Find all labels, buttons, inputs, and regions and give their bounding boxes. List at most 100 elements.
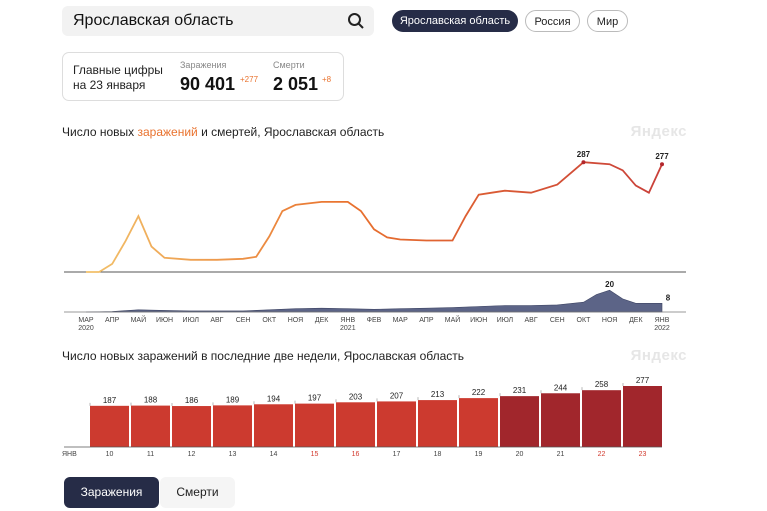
bar <box>172 406 211 447</box>
deaths-area <box>85 289 663 313</box>
brand-watermark: Яндекс <box>630 123 687 140</box>
bar-category-label: 17 <box>393 451 401 458</box>
month-tick-label: ЯНВ <box>655 317 670 324</box>
line-title-highlight: заражений <box>137 125 198 139</box>
month-tick-label: ИЮЛ <box>183 317 200 324</box>
bar <box>90 405 129 447</box>
line-chart-title: Число новых заражений и смертей, Ярослав… <box>62 125 384 139</box>
year-tick-label: 2021 <box>340 325 356 332</box>
month-tick-label: СЕН <box>550 317 565 324</box>
bar-category-label: 13 <box>229 451 237 458</box>
bar <box>459 398 498 447</box>
bar <box>623 386 662 447</box>
month-tick-label: ДЕК <box>315 317 329 324</box>
cases-peak-dot <box>660 162 664 167</box>
bar-category-label: 19 <box>475 451 483 458</box>
bar-value-label: 186 <box>185 396 199 405</box>
search-box[interactable]: Ярославская область <box>62 6 374 36</box>
bar <box>254 404 293 447</box>
bar-value-label: 213 <box>431 390 445 399</box>
month-tick-label: ОКТ <box>577 317 592 324</box>
bar <box>500 396 539 447</box>
bar-category-label: 18 <box>434 451 442 458</box>
bar-category-label: 11 <box>147 451 154 458</box>
bar <box>418 400 457 447</box>
brand-watermark-2: Яндекс <box>630 347 687 364</box>
bar-value-label: 187 <box>103 396 117 405</box>
bar <box>582 390 621 447</box>
charts-svg: 287 277 20 8 МАР АПР МАЙ ИЮН ИЮЛ АВГ СЕН ОКТ НОЯ ДЕК Я… <box>62 150 686 458</box>
month-tick-label: НОЯ <box>602 317 617 324</box>
month-tick-label: АВГ <box>210 317 223 324</box>
bar-category-label: 12 <box>188 451 196 458</box>
month-tick-label: МАЙ <box>445 315 461 324</box>
bar-value-label: 231 <box>513 386 527 395</box>
cases-label: Заражения <box>180 60 227 70</box>
summary-label-line1: Главные цифры <box>73 63 163 77</box>
month-tick-label: СЕН <box>236 317 251 324</box>
bar-category-label: 22 <box>598 451 606 458</box>
month-tick-label: МАР <box>78 317 94 324</box>
month-tick-label: АПР <box>419 317 434 324</box>
deaths-point-label: 20 <box>605 280 614 289</box>
bar-value-label: 203 <box>349 392 363 401</box>
deaths-button[interactable]: Смерти <box>160 477 235 508</box>
month-tick-label: НОЯ <box>288 317 303 324</box>
month-tick-label: МАЙ <box>131 315 147 324</box>
bar <box>377 401 416 447</box>
summary-label: Главные цифры на 23 января <box>73 63 163 93</box>
line-title-part1: Число новых <box>62 125 138 139</box>
summary-card: Главные цифры на 23 января Заражения 90 … <box>62 52 344 101</box>
search-input[interactable]: Ярославская область <box>73 12 234 29</box>
deaths-delta: +8 <box>322 75 332 84</box>
month-tick-label: ИЮН <box>470 317 487 324</box>
deaths-point-label: 8 <box>666 293 671 302</box>
bar-category-label: 21 <box>557 451 565 458</box>
bar-category-label: 20 <box>516 451 524 458</box>
bar-category-label: 15 <box>311 451 319 458</box>
cases-point-label: 277 <box>655 152 669 161</box>
deaths-value: 2 051 <box>273 74 319 94</box>
cases-point-label: 287 <box>577 150 591 159</box>
bar-category-label: 23 <box>639 451 647 458</box>
bar-value-label: 244 <box>554 383 568 392</box>
cases-delta: +277 <box>240 75 259 84</box>
bar <box>541 393 580 447</box>
month-tick-label: ЯНВ <box>340 317 355 324</box>
bar-value-label: 189 <box>226 395 240 404</box>
cases-line <box>86 161 663 273</box>
bar-value-label: 207 <box>390 391 404 400</box>
bar-category-label: 10 <box>106 451 114 458</box>
bar <box>213 405 252 447</box>
line-title-part3: и смертей, Ярославская область <box>197 125 385 139</box>
bar-value-label: 197 <box>308 394 322 403</box>
month-tick-label: ИЮН <box>156 317 173 324</box>
bar-value-label: 222 <box>472 388 486 397</box>
cases-peak-dot <box>581 160 586 165</box>
month-tick-label: АВГ <box>525 317 538 324</box>
bar <box>336 402 375 447</box>
cases-value: 90 401 <box>180 74 236 94</box>
summary-label-line2: на 23 января <box>73 78 146 92</box>
bar <box>295 403 334 447</box>
month-tick-label: ОКТ <box>262 317 277 324</box>
bar-month-label: ЯНВ <box>62 451 77 458</box>
month-tick-label: ДЕК <box>629 317 643 324</box>
bar-value-label: 194 <box>267 394 281 403</box>
month-tick-label: МАР <box>393 317 409 324</box>
deaths-label: Смерти <box>273 60 305 70</box>
search-icon[interactable] <box>347 12 365 30</box>
month-tick-label: ФЕВ <box>367 317 382 324</box>
bar <box>131 405 170 447</box>
cases-button[interactable]: Заражения <box>64 477 159 508</box>
bar-category-label: 16 <box>352 451 360 458</box>
bar-category-label: 14 <box>270 451 278 458</box>
tab-world[interactable]: Мир <box>587 10 628 32</box>
year-tick-label: 2022 <box>654 325 670 332</box>
bar-value-label: 188 <box>144 396 158 405</box>
bar-chart-title: Число новых заражений в последние две не… <box>62 349 465 363</box>
tab-yaroslavl[interactable]: Ярославская область <box>392 10 518 32</box>
bar-value-label: 258 <box>595 380 609 389</box>
bar-value-label: 277 <box>636 376 650 385</box>
tab-russia[interactable]: Россия <box>525 10 580 32</box>
